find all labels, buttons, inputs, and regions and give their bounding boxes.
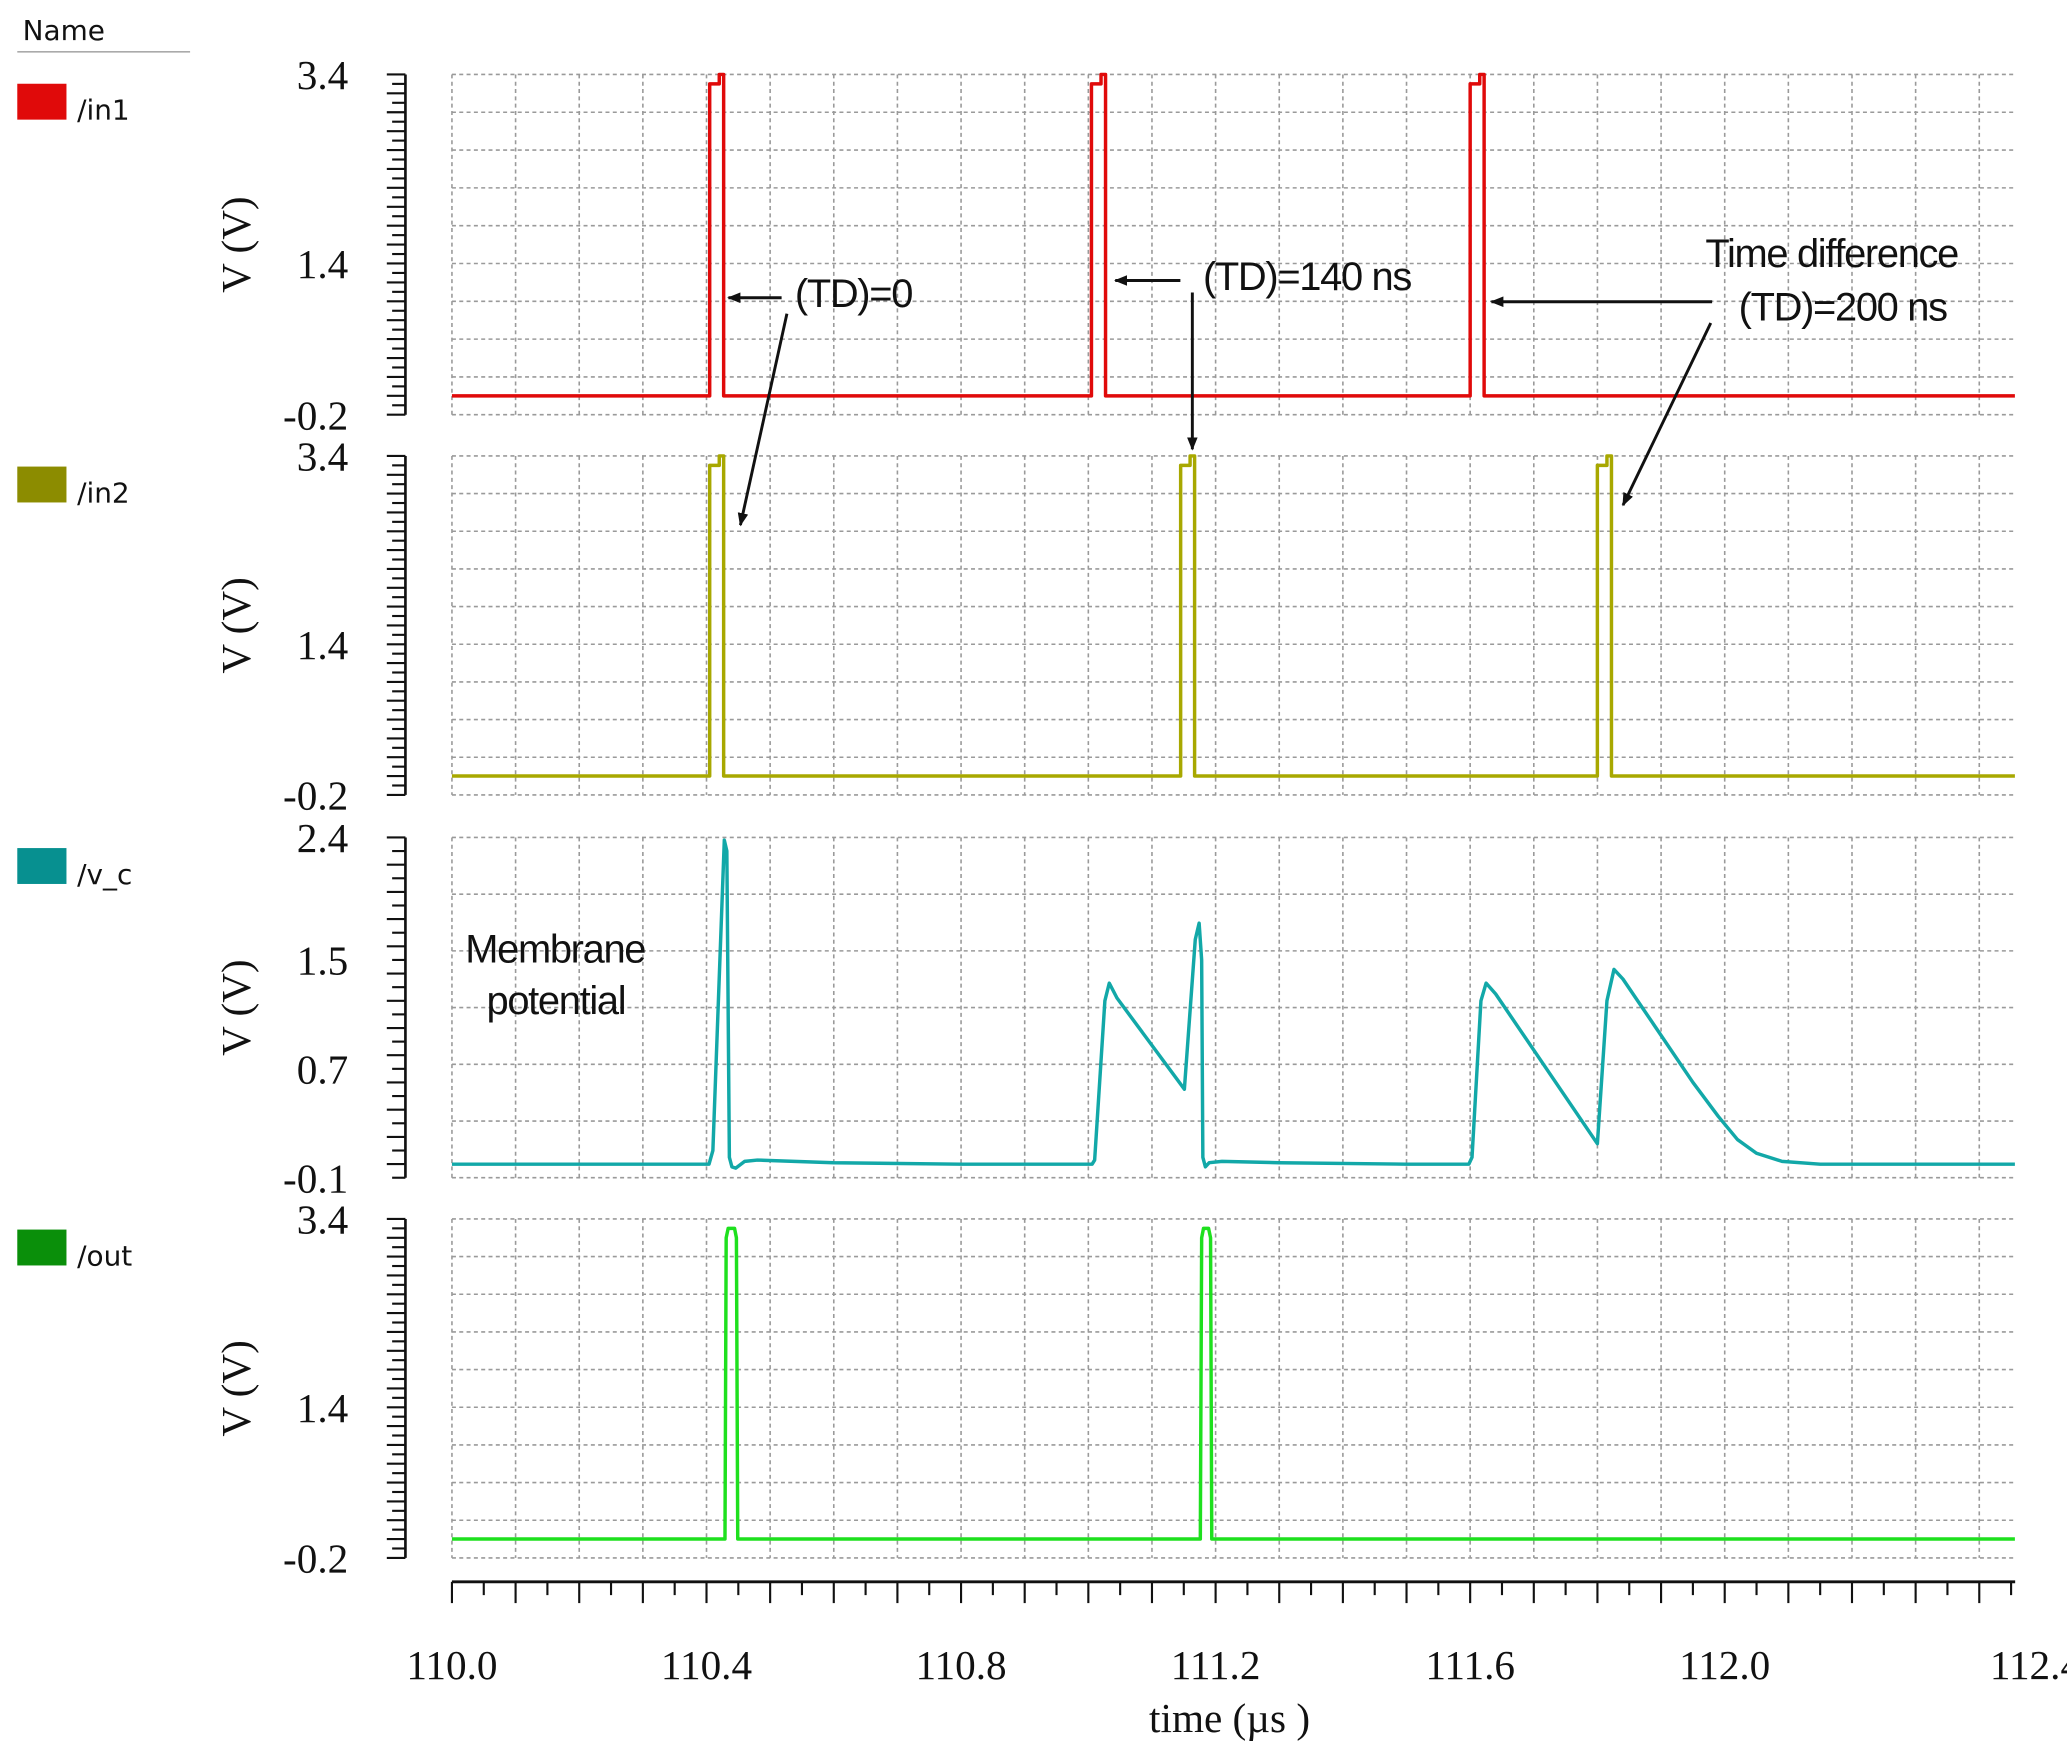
y-tick-label: 3.4 xyxy=(297,52,348,98)
y-tick-label: 2.4 xyxy=(297,815,348,861)
legend-label: /in2 xyxy=(77,476,130,509)
annotation-td0: (TD)=0 xyxy=(795,272,912,316)
legend-label: /v_c xyxy=(77,858,132,891)
arrow-td0-in2 xyxy=(737,313,789,527)
y-tick-label: -0.2 xyxy=(283,392,348,438)
trace-in1 xyxy=(451,72,2015,398)
y-axis-label: V (V) xyxy=(213,196,260,292)
y-tick-label: 1.4 xyxy=(297,241,348,287)
x-tick-label: 112.0 xyxy=(1679,1642,1770,1688)
y-tick-label: 0.7 xyxy=(297,1046,348,1092)
x-tick-label: 111.2 xyxy=(1171,1642,1261,1688)
x-tick-label: 110.4 xyxy=(661,1642,752,1688)
panels: 3.4 1.4 -0.2 V (V) 3.4 1.4 -0.2 V (V) 2.4 1.5 0.7 -… xyxy=(213,52,2016,1582)
panel-vc: 2.4 1.5 0.7 -0.1 V (V) xyxy=(213,815,2016,1201)
trace-vc xyxy=(451,838,2015,1170)
legend-item-in1[interactable]: /in1 xyxy=(17,83,130,127)
y-axis-label: V (V) xyxy=(213,959,260,1055)
legend-title: Name xyxy=(23,14,105,47)
y-tick-label: 3.4 xyxy=(297,1197,348,1243)
arrow-td200-in2 xyxy=(1621,322,1713,507)
y-tick-label: 1.4 xyxy=(297,622,348,668)
y-tick-label: -0.2 xyxy=(283,1536,348,1582)
legend-swatch xyxy=(17,466,67,503)
legend-label: /in1 xyxy=(77,94,130,127)
y-tick-label: 3.4 xyxy=(297,434,348,480)
legend-swatch xyxy=(17,848,67,884)
legend-item-in2[interactable]: /in2 xyxy=(17,466,130,510)
trace-in2 xyxy=(451,454,2015,778)
legend: Name /in1 /in2 /v_c /out xyxy=(17,14,191,1273)
annotation-td200: (TD)=200 ns xyxy=(1739,285,1947,329)
x-tick-label: 110.8 xyxy=(915,1642,1006,1688)
annotation-td140: (TD)=140 ns xyxy=(1203,255,1411,299)
annotation-membrane: Membrane xyxy=(465,927,645,971)
annotations: (TD)=0 (TD)=140 ns Time difference (TD)=… xyxy=(465,232,1959,1023)
panel-out: 3.4 1.4 -0.2 V (V) xyxy=(213,1197,2016,1582)
y-tick-label: 1.5 xyxy=(297,938,348,984)
annotation-time-difference: Time difference xyxy=(1705,232,1958,276)
legend-label: /out xyxy=(77,1239,132,1272)
legend-item-v-c[interactable]: /v_c xyxy=(17,848,132,891)
annotation-potential: potential xyxy=(487,979,626,1023)
x-tick-label: 111.6 xyxy=(1425,1642,1515,1688)
legend-swatch xyxy=(17,1229,67,1266)
legend-swatch xyxy=(17,83,67,120)
y-tick-label: -0.2 xyxy=(283,773,348,819)
x-axis-label: time (µs ) xyxy=(1149,1695,1310,1742)
y-tick-label: 1.4 xyxy=(297,1385,348,1431)
panel-in1: 3.4 1.4 -0.2 V (V) xyxy=(213,52,2016,438)
x-axis: 110.0 110.4 110.8 111.2 111.6 112.0 112.4 xyxy=(406,1580,2067,1688)
y-tick-label: -0.1 xyxy=(283,1155,348,1201)
panel-in2: 3.4 1.4 -0.2 V (V) xyxy=(213,434,2016,819)
trace-out xyxy=(451,1226,2015,1541)
x-tick-label: 112.4 xyxy=(1990,1642,2067,1688)
legend-item-out[interactable]: /out xyxy=(17,1229,132,1273)
x-tick-label: 110.0 xyxy=(406,1642,497,1688)
y-axis-label: V (V) xyxy=(213,577,260,673)
y-axis-label: V (V) xyxy=(213,1340,260,1436)
